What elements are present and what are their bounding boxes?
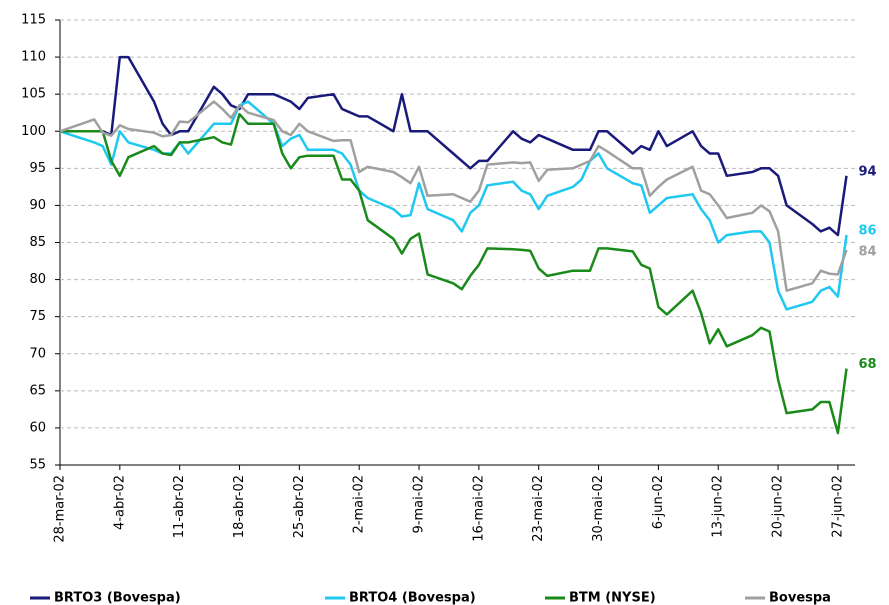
y-tick-label: 55 [29,458,46,473]
end-label: 94 [858,164,876,179]
y-tick-label: 110 [21,50,46,65]
end-label: 68 [858,357,876,372]
y-tick-label: 70 [29,346,46,361]
x-tick-label: 23-mai-02 [531,475,546,542]
y-tick-label: 60 [29,420,46,435]
x-tick-label: 13-jun-02 [711,475,726,538]
y-tick-label: 95 [29,161,46,176]
y-tick-label: 100 [21,124,46,139]
end-label: 86 [858,224,876,239]
y-tick-label: 80 [29,272,46,287]
x-tick-label: 16-mai-02 [471,475,486,542]
x-tick-label: 28-mar-02 [53,475,68,543]
x-tick-label: 4-abr-02 [112,475,127,530]
series-line [59,100,848,292]
x-tick-label: 25-abr-02 [292,475,307,538]
legend-label: BRTO4 (Bovespa) [349,591,476,605]
x-tick-label: 27-jun-02 [830,475,845,538]
series-line [60,112,848,435]
end-label: 84 [858,244,876,259]
x-tick-label: 30-mai-02 [591,475,606,542]
y-tick-label: 75 [29,309,46,324]
y-tick-label: 115 [21,13,46,28]
y-tick-label: 105 [21,87,46,102]
x-tick-label: 9-mai-02 [412,475,427,533]
series-line [59,100,848,311]
x-tick-label: 11-abr-02 [172,475,187,538]
legend-label: Bovespa [769,591,831,605]
x-tick-label: 6-jun-02 [651,475,666,529]
series-line [60,55,848,237]
x-tick-label: 18-abr-02 [232,475,247,538]
y-tick-label: 65 [29,383,46,398]
legend-label: BTM (NYSE) [569,591,656,605]
x-tick-label: 20-jun-02 [771,475,786,538]
y-tick-label: 85 [29,235,46,250]
y-tick-label: 90 [29,198,46,213]
x-tick-label: 2-mai-02 [352,475,367,533]
legend-label: BRTO3 (Bovespa) [54,591,181,605]
